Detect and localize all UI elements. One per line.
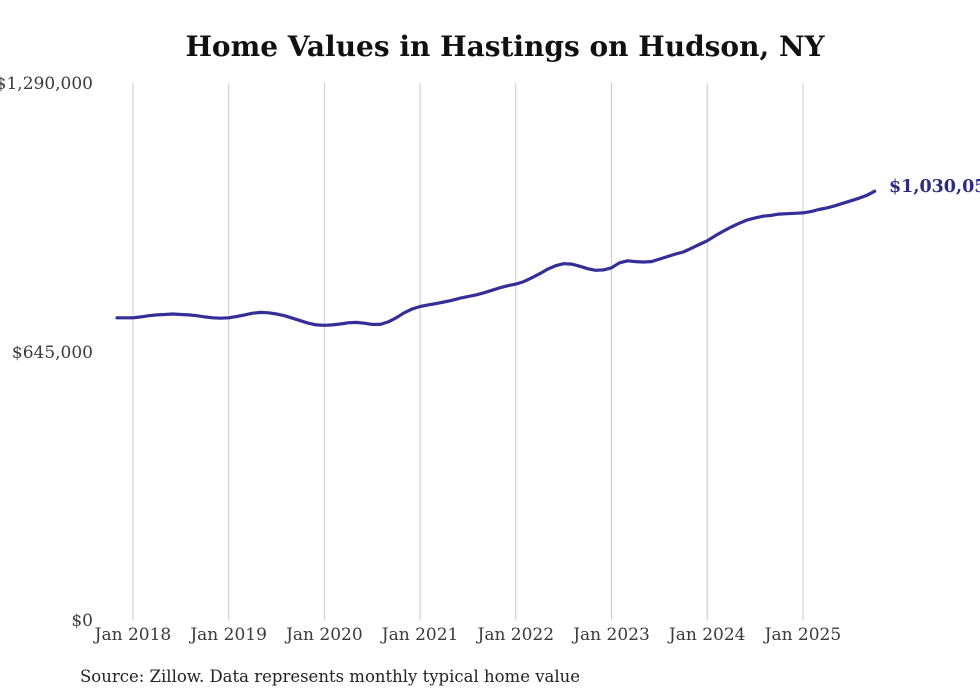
x-tick-label: Jan 2018 bbox=[94, 625, 172, 645]
x-tick-label: Jan 2019 bbox=[190, 625, 267, 645]
y-tick-label: $1,290,000 bbox=[0, 74, 93, 94]
x-tick-label: Jan 2022 bbox=[477, 625, 555, 645]
gridline-group bbox=[132, 83, 804, 620]
chart-title: Home Values in Hastings on Hudson, NY bbox=[185, 30, 825, 63]
last-value-label: $1,030,050 bbox=[889, 177, 980, 197]
x-tick-label: Jan 2024 bbox=[668, 625, 746, 645]
value-line bbox=[115, 189, 877, 327]
x-tick-label: Jan 2025 bbox=[764, 625, 842, 645]
x-tick-label: Jan 2020 bbox=[286, 625, 363, 645]
y-tick-label: $645,000 bbox=[11, 342, 93, 363]
source-note: Source: Zillow. Data represents monthly … bbox=[80, 667, 581, 686]
x-tick-label: Jan 2021 bbox=[381, 625, 459, 645]
y-tick-label: $0 bbox=[71, 611, 93, 631]
x-tick-label: Jan 2023 bbox=[573, 625, 650, 645]
